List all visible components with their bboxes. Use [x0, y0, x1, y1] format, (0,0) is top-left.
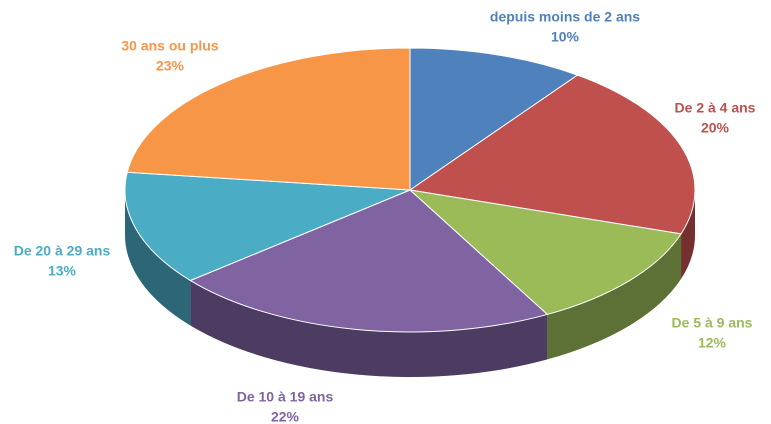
slice: [189, 189, 549, 333]
slice-value-label: 22%: [271, 409, 300, 424]
slice-label: De 2 à 4 ans: [675, 100, 756, 116]
slice-label: De 20 à 29 ans: [14, 243, 111, 259]
slice-value-label: 12%: [698, 335, 727, 351]
slice-side-shade: [125, 190, 191, 326]
slice-label: De 5 à 9 ans: [672, 315, 753, 331]
slice-label: depuis moins de 2 ans: [490, 9, 640, 25]
slice-side-shade: [190, 280, 548, 377]
slice-side: [125, 190, 191, 326]
slice: [409, 47, 579, 191]
slice: [126, 47, 411, 191]
slice-label: De 10 à 19 ans: [237, 389, 334, 405]
slice-label: 30 ans ou plus: [121, 38, 218, 54]
slice-value-label: 10%: [551, 29, 580, 45]
slice-side-shade: [547, 233, 682, 360]
slice-value-label: 13%: [48, 263, 77, 279]
slice-value-label: 23%: [156, 58, 185, 74]
slice: [124, 171, 411, 282]
slice-side: [190, 280, 548, 377]
slice-value-label: 20%: [701, 120, 730, 136]
slice-side: [547, 233, 682, 360]
slice: [408, 74, 696, 235]
slice: [408, 189, 682, 315]
